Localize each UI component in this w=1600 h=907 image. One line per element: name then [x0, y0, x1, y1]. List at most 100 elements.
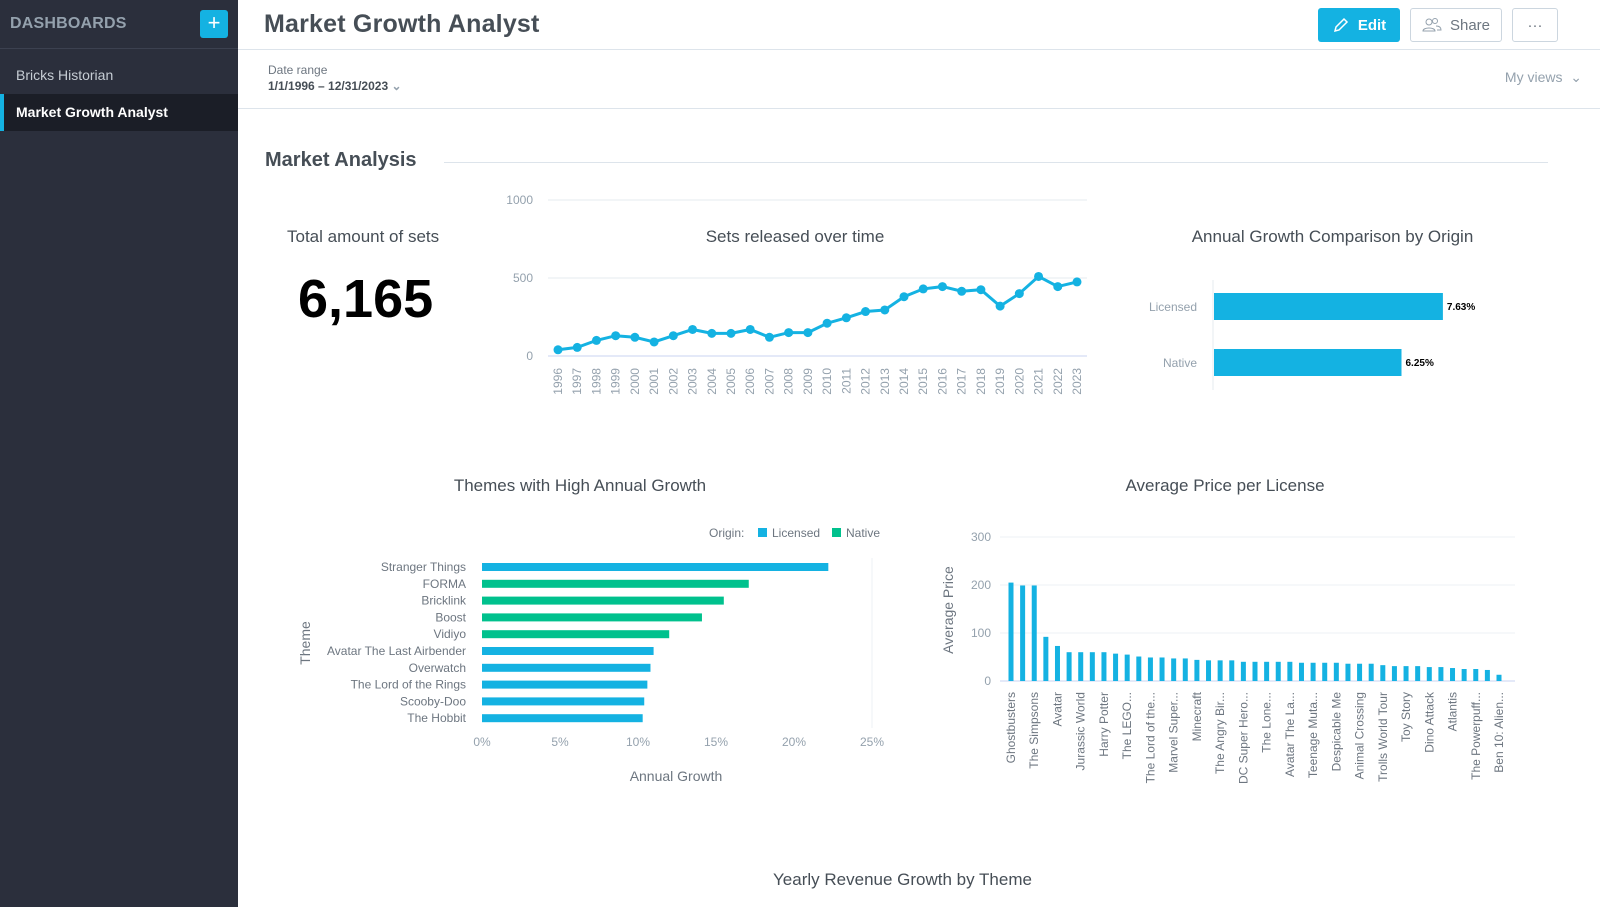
x-tick-label: The Lord of the... — [1143, 692, 1157, 783]
data-point — [707, 328, 717, 338]
date-range-label: Date range — [268, 63, 328, 77]
header: Market Growth Analyst — [238, 0, 1600, 50]
themes-chart-title: Themes with High Annual Growth — [453, 476, 707, 495]
kpi-title: Total amount of sets — [287, 227, 440, 246]
bar — [1182, 658, 1188, 681]
x-tick-label: The Lone... — [1260, 692, 1274, 753]
bar — [482, 697, 645, 706]
section-title: Market Analysis — [265, 149, 417, 171]
data-point — [899, 292, 909, 302]
bar — [1113, 653, 1119, 681]
bar — [1333, 662, 1339, 681]
category-label: The Hobbit — [407, 711, 466, 725]
my-views-dropdown[interactable]: My views ⌄ — [1505, 69, 1582, 86]
bar — [1426, 667, 1432, 681]
data-point — [572, 342, 582, 352]
chevron-down-icon: ⌄ — [391, 79, 402, 93]
x-tick-label: The Powerpuff... — [1469, 692, 1483, 780]
legend-swatch — [758, 528, 767, 537]
x-tick-label: Minecraft — [1190, 691, 1204, 741]
bar — [1054, 645, 1060, 681]
date-range-text: 1/1/1996 – 12/31/2023 — [268, 79, 389, 93]
edit-button[interactable]: Edit — [1318, 8, 1400, 42]
sidebar-item-market-growth-analyst[interactable]: Market Growth Analyst — [0, 94, 238, 131]
category-label: Bricklink — [421, 594, 467, 608]
data-point — [995, 301, 1005, 311]
bar — [1043, 636, 1049, 681]
x-tick-label: 2011 — [839, 368, 853, 394]
bar — [1229, 660, 1235, 681]
x-tick-label: 2016 — [935, 368, 949, 395]
x-tick-label: The LEGO... — [1120, 692, 1134, 759]
bar — [1391, 666, 1397, 681]
x-tick-label: 2020 — [1012, 368, 1026, 395]
bar — [1031, 585, 1037, 681]
bar — [482, 680, 648, 689]
date-range-value[interactable]: 1/1/1996 – 12/31/2023 ⌄ — [268, 79, 402, 93]
x-tick-label: Toy Story — [1399, 692, 1413, 742]
x-tick-label: 2006 — [743, 368, 757, 395]
data-point — [784, 328, 794, 338]
data-point — [630, 332, 640, 342]
bar — [1020, 585, 1026, 681]
x-tick-label: 2018 — [974, 368, 988, 395]
bar — [1403, 666, 1409, 681]
page-title: Market Growth Analyst — [264, 10, 540, 38]
users-icon — [1422, 18, 1442, 32]
pencil-icon — [1333, 17, 1348, 33]
category-label: Licensed — [1149, 300, 1197, 314]
x-tick-label: Harry Potter — [1097, 692, 1111, 757]
bar — [1310, 662, 1316, 681]
x-tick-label: Ghostbusters — [1004, 692, 1018, 763]
y-tick-label: 0 — [526, 349, 533, 363]
sidebar-title: DASHBOARDS — [10, 15, 127, 32]
x-tick-label: 10% — [626, 735, 650, 749]
x-tick-label: 2015 — [916, 368, 930, 395]
x-tick-label: Teenage Muta... — [1306, 692, 1320, 778]
x-tick-label: Jurassic World — [1074, 692, 1088, 770]
y-tick-label: 500 — [513, 271, 533, 285]
x-tick-label: 2021 — [1032, 368, 1046, 395]
x-tick-label: Ben 10: Alien... — [1492, 692, 1506, 773]
x-tick-label: 2012 — [859, 368, 873, 395]
bar — [482, 579, 749, 588]
x-tick-label: 2000 — [628, 368, 642, 395]
x-tick-label: Atlantis — [1446, 692, 1460, 731]
share-button[interactable]: Share — [1410, 8, 1502, 42]
x-tick-label: DC Super Hero... — [1236, 692, 1250, 784]
bar — [482, 613, 702, 622]
bar — [1368, 663, 1374, 681]
bar — [1252, 661, 1258, 681]
data-point — [649, 337, 659, 347]
x-tick-label: 2019 — [993, 368, 1007, 395]
bar — [1357, 663, 1363, 681]
x-tick-label: The Angry Bir... — [1213, 692, 1227, 774]
price-chart-title: Average Price per License — [1125, 476, 1325, 495]
x-tick-label: 2001 — [647, 368, 661, 395]
data-point — [1034, 271, 1044, 281]
x-tick-label: 20% — [782, 735, 806, 749]
category-label: FORMA — [423, 577, 466, 591]
data-point — [880, 305, 890, 315]
more-options-button[interactable]: ··· — [1512, 8, 1558, 42]
x-tick-label: 15% — [704, 735, 728, 749]
bar — [1101, 652, 1107, 681]
add-dashboard-button[interactable]: + — [200, 10, 228, 38]
sidebar-item-bricks-historian[interactable]: Bricks Historian — [16, 67, 114, 83]
data-point — [1014, 289, 1024, 299]
x-tick-label: 25% — [860, 735, 884, 749]
bar — [482, 663, 651, 672]
bar — [1345, 663, 1351, 681]
bar — [482, 563, 829, 571]
bar — [1194, 659, 1200, 681]
data-point — [976, 285, 986, 295]
bar — [1380, 665, 1386, 681]
bar — [1124, 654, 1130, 681]
category-label: Avatar The Last Airbender — [327, 644, 466, 658]
bar — [1473, 669, 1479, 681]
data-point — [726, 328, 736, 338]
x-tick-label: Avatar — [1050, 692, 1064, 726]
x-tick-label: Marvel Super... — [1167, 692, 1181, 773]
bar — [1008, 582, 1014, 681]
